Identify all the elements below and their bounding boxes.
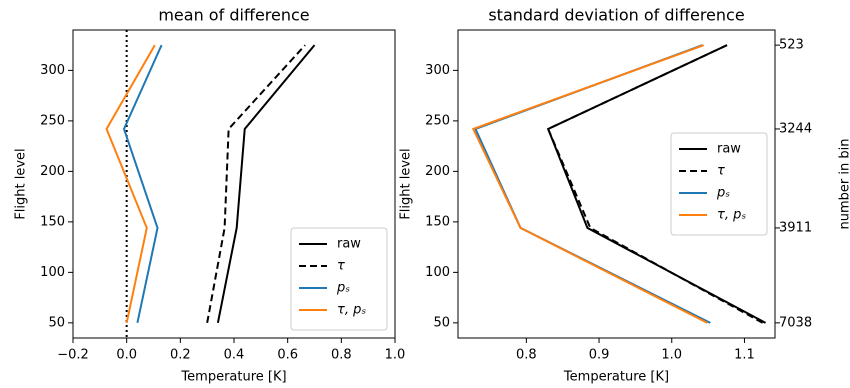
series-line [206,44,306,324]
legend-label: raw [717,142,741,157]
x-tick-label: 0.2 [170,348,191,363]
series-line [546,44,767,324]
bin-count-label: 3911 [779,220,812,235]
legend-label: pₛ [336,281,350,296]
chart-title: standard deviation of difference [488,6,744,25]
x-tick-label: 0.8 [331,348,352,363]
series-line [105,44,156,324]
y-tick-label: 50 [48,315,65,330]
bin-count-label: 7038 [779,315,812,330]
y2-axis-label: number in bin [838,139,850,230]
chart-title: mean of difference [158,6,309,25]
y-tick-label: 100 [425,265,450,280]
y-tick-label: 200 [40,164,65,179]
y-tick-label: 100 [40,265,65,280]
legend-label: τ [337,259,345,274]
bin-count-label: 3244 [779,121,812,136]
series-line [216,44,316,324]
x-tick-label: 1.0 [661,348,682,363]
x-tick-label: 0.8 [516,348,537,363]
legend-label: τ, pₛ [337,303,366,318]
y-tick-label: 300 [40,63,65,78]
y-tick-label: 150 [40,214,65,229]
y-axis-label: Flight level [399,148,414,219]
axes-frame [72,29,396,339]
legend-label: τ [717,164,725,179]
x-tick-label: 0.4 [224,348,245,363]
y-tick-label: 250 [425,113,450,128]
x-tick-label: 0.6 [277,348,298,363]
y-axis-label: Flight level [14,148,29,219]
x-tick-label: 0.9 [589,348,610,363]
y-tick-label: 50 [433,315,450,330]
x-axis-label: Temperature [K] [180,370,286,385]
y-tick-label: 150 [425,214,450,229]
y-tick-label: 250 [40,113,65,128]
series-line [122,44,163,324]
x-tick-label: 1.0 [385,348,406,363]
y-tick-label: 200 [425,164,450,179]
series-line [471,44,708,324]
x-tick-label: −0.2 [57,348,89,363]
bin-count-label: 523 [779,38,804,53]
axes-frame [457,29,776,339]
legend-label: raw [337,237,361,252]
legend-box [290,227,388,331]
x-tick-label: 0.0 [116,348,137,363]
legend-label: τ, pₛ [717,208,746,223]
x-axis-label: Temperature [K] [563,370,669,385]
x-tick-label: 1.1 [734,348,755,363]
legend-box [670,132,768,236]
legend-label: pₛ [716,186,730,201]
y-tick-label: 300 [425,63,450,78]
